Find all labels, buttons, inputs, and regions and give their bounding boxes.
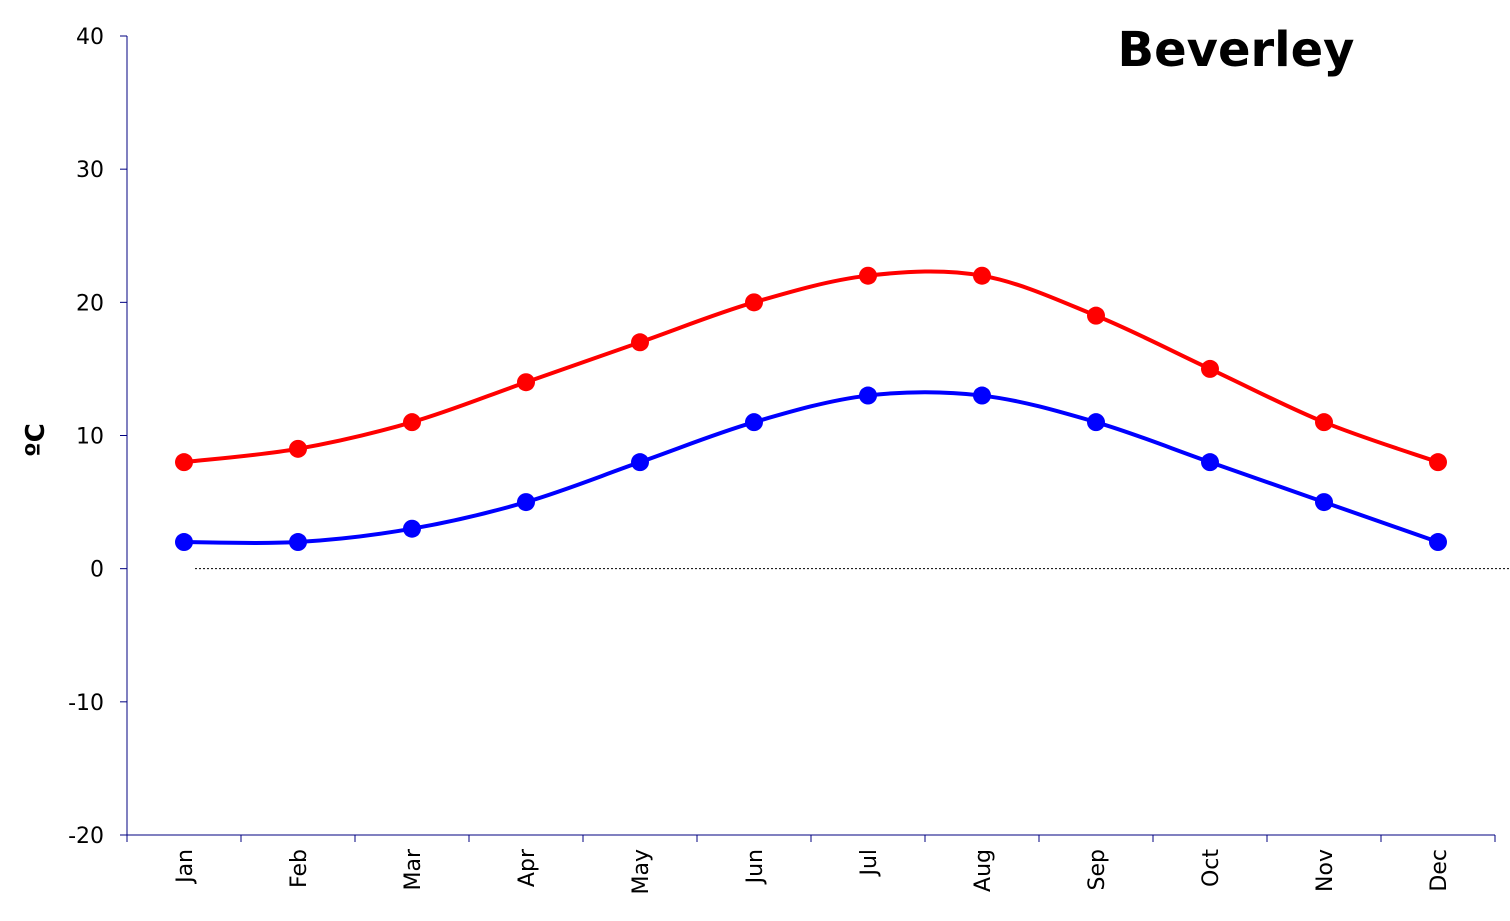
x-tick-label: Aug <box>971 849 996 892</box>
y-axis-label: ºC <box>21 423 51 457</box>
x-tick-label: Feb <box>287 849 312 888</box>
y-tick-label: 20 <box>76 291 104 316</box>
data-point <box>973 386 991 405</box>
x-tick-label: Oct <box>1199 849 1224 887</box>
y-tick-label: 30 <box>76 158 104 183</box>
data-point <box>1315 493 1333 512</box>
series-line <box>183 269 1439 465</box>
series-line <box>183 390 1439 546</box>
data-point <box>175 453 193 472</box>
y-tick-label: 10 <box>76 425 104 450</box>
y-tick-label: 40 <box>76 25 104 50</box>
data-point <box>631 453 649 472</box>
chart-title: Beverley <box>1118 22 1355 78</box>
axes: 40 30 20 10 0 -10 -20 Jan Feb Mar Apr May Jun Jul Aug S… <box>68 25 1496 894</box>
data-point <box>517 373 535 392</box>
data-point <box>289 439 307 458</box>
x-tick-label: Sep <box>1085 849 1110 890</box>
data-point <box>289 533 307 552</box>
x-tick-label: Jan <box>173 849 198 885</box>
data-point <box>403 413 421 432</box>
x-tick-label: May <box>629 849 654 894</box>
series-0 <box>175 266 1447 472</box>
series-layer <box>175 266 1447 552</box>
data-point <box>973 266 991 285</box>
data-point <box>745 413 763 432</box>
data-point <box>403 519 421 538</box>
y-tick-label: -10 <box>68 691 104 716</box>
data-point <box>745 293 763 312</box>
data-point <box>1429 533 1447 552</box>
x-tick-label: Dec <box>1427 849 1452 892</box>
y-tick-label: 0 <box>90 558 104 583</box>
x-tick-label: Jun <box>743 849 768 885</box>
x-tick-label: Mar <box>401 848 426 890</box>
data-point <box>1087 306 1105 325</box>
data-point <box>1201 359 1219 378</box>
y-tick-label: -20 <box>68 824 104 849</box>
data-point <box>1429 453 1447 472</box>
data-point <box>859 266 877 285</box>
data-point <box>1315 413 1333 432</box>
x-tick-label: Jul <box>857 849 882 878</box>
x-tick-label: Apr <box>515 848 540 887</box>
data-point <box>1201 453 1219 472</box>
x-tick-label: Nov <box>1313 849 1338 892</box>
data-point <box>631 333 649 352</box>
data-point <box>517 493 535 512</box>
data-point <box>175 533 193 552</box>
data-point <box>859 386 877 405</box>
series-1 <box>175 386 1447 552</box>
data-point <box>1087 413 1105 432</box>
